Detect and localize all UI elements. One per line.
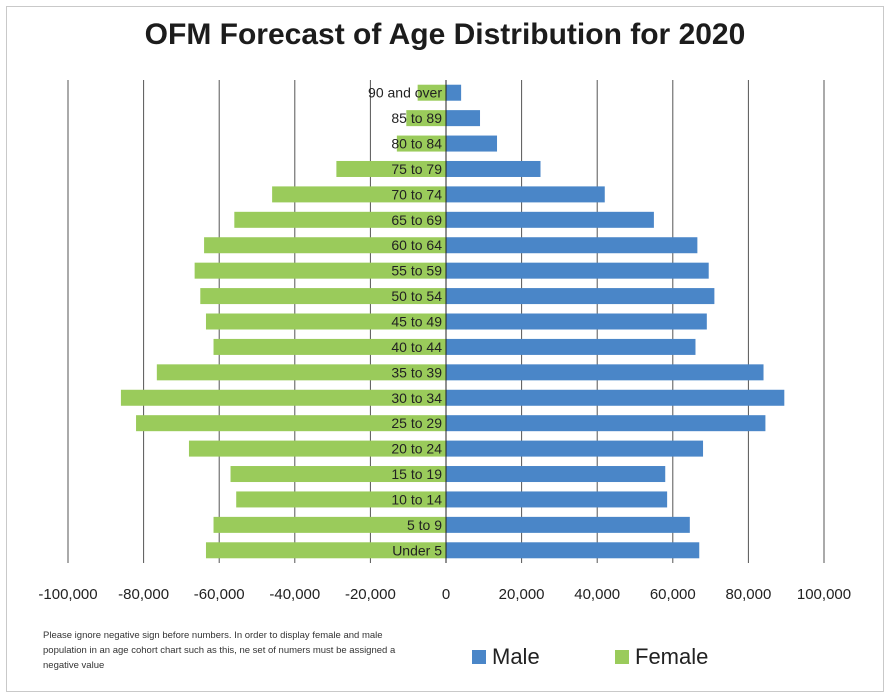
bar-female — [406, 110, 446, 127]
bar-male — [446, 415, 766, 432]
category-label: 35 to 39 — [391, 364, 442, 380]
category-label: 80 to 84 — [391, 136, 442, 152]
x-tick-label: -60,000 — [194, 586, 245, 603]
bar-male — [446, 160, 541, 177]
category-label: 65 to 69 — [391, 212, 442, 228]
legend-female: Female — [615, 644, 708, 670]
bar-male — [446, 237, 698, 254]
legend-female-label: Female — [635, 644, 709, 669]
bar-female — [234, 211, 446, 228]
x-tick-label: -100,000 — [38, 586, 97, 603]
x-tick-label: 80,000 — [725, 586, 771, 603]
category-label: 70 to 74 — [391, 186, 442, 202]
bar-male — [446, 516, 690, 533]
bar-male — [446, 262, 709, 279]
chart-title: OFM Forecast of Age Distribution for 202… — [144, 18, 746, 51]
x-tick-label: 100,000 — [797, 586, 851, 603]
bar-male — [446, 288, 715, 305]
legend-male: Male — [472, 644, 540, 670]
category-label: 40 to 44 — [391, 339, 442, 355]
legend-male-swatch — [472, 650, 486, 664]
category-label: 75 to 79 — [391, 161, 442, 177]
x-tick-label: 0 — [442, 586, 450, 603]
x-tick-label: -20,000 — [345, 586, 396, 603]
bar-female — [213, 516, 446, 533]
x-tick-label: 60,000 — [650, 586, 696, 603]
bar-male — [446, 84, 462, 101]
bar-female — [204, 237, 446, 254]
category-label: 20 to 24 — [391, 441, 442, 457]
x-tick-label: 40,000 — [574, 586, 620, 603]
bar-male — [446, 364, 764, 381]
category-label: 50 to 54 — [391, 288, 442, 304]
bar-male — [446, 110, 481, 127]
bar-male — [446, 389, 785, 406]
bar-female — [194, 262, 446, 279]
category-labels: 90 and over 85 to 89 80 to 84 75 to 79 70 to… — [368, 85, 442, 559]
bar-male — [446, 491, 668, 508]
category-label: 85 to 89 — [391, 110, 442, 126]
bar-female — [200, 288, 446, 305]
category-label: 25 to 29 — [391, 415, 442, 431]
bar-female — [230, 466, 446, 483]
category-label: 60 to 64 — [391, 237, 442, 253]
bar-female — [236, 491, 446, 508]
bar-male — [446, 542, 700, 559]
x-axis-ticks: -100,000 -80,000 -60,000 -40,000 -20,000 0 20,… — [38, 586, 851, 603]
bar-female — [396, 135, 446, 152]
legend-male-label: Male — [492, 644, 540, 669]
bar-male — [446, 313, 707, 330]
x-tick-label: 20,000 — [499, 586, 545, 603]
bar-female — [336, 160, 446, 177]
category-label: Under 5 — [392, 542, 442, 558]
bar-female — [213, 338, 446, 355]
bar-female — [188, 440, 446, 457]
bar-male — [446, 338, 696, 355]
bar-female — [120, 389, 447, 406]
category-label: 10 to 14 — [391, 491, 442, 507]
legend-female-swatch — [615, 650, 629, 664]
category-label: 45 to 49 — [391, 314, 442, 330]
bar-male — [446, 440, 704, 457]
category-label: 90 and over — [368, 85, 442, 101]
bars — [120, 80, 785, 563]
bar-female — [205, 313, 446, 330]
bar-male — [446, 186, 605, 203]
category-label: 55 to 59 — [391, 263, 442, 279]
category-label: 5 to 9 — [407, 517, 442, 533]
footnote: Please ignore negative sign before numbe… — [43, 630, 396, 671]
bar-male — [446, 466, 666, 483]
category-label: 15 to 19 — [391, 466, 442, 482]
bar-male — [446, 135, 498, 152]
bar-female — [417, 84, 446, 101]
bar-female — [136, 415, 447, 432]
x-tick-label: -40,000 — [269, 586, 320, 603]
bar-female — [205, 542, 446, 559]
category-label: 30 to 34 — [391, 390, 442, 406]
bar-female — [272, 186, 446, 203]
bar-female — [156, 364, 446, 381]
bar-male — [446, 211, 654, 228]
x-tick-label: -80,000 — [118, 586, 169, 603]
